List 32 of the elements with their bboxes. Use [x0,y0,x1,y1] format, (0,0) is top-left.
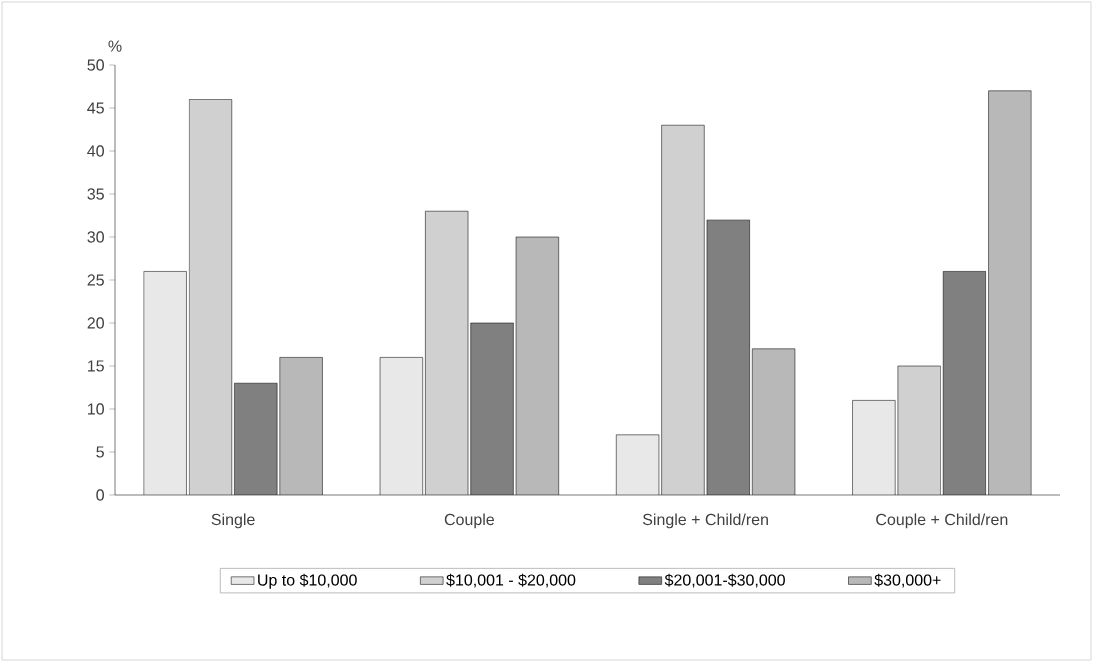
legend-label: $30,000+ [874,573,941,588]
bar [706,219,750,495]
x-tick-label: Couple + Child/ren [876,513,1008,529]
y-tick-label: 0 [96,489,104,501]
bar [852,400,896,495]
bar [616,434,659,495]
legend-label: Up to $10,000 [258,573,357,589]
legend-label: $10,001 - $20,000 [446,573,576,588]
bar [279,357,323,495]
x-tick-label: Single + Child/ren [642,513,768,529]
bar [470,323,514,495]
y-tick-label: 20 [87,317,104,329]
bar [143,271,187,495]
bar [516,237,559,495]
y-tick-label: 10 [88,403,104,415]
x-tick-label: Couple [444,513,494,529]
bar [380,357,423,495]
bar [988,90,1032,495]
legend-label: $20,001-$30,000 [664,573,785,588]
bar [752,348,795,495]
y-tick-label: 30 [87,231,104,243]
y-tick-label: 25 [87,274,104,286]
y-tick-label: 5 [96,446,104,458]
y-axis-title: % [108,40,122,52]
y-tick-label: 15 [88,360,104,372]
y-tick-label: 45 [87,102,104,114]
y-tick-label: 50 [87,59,104,71]
x-tick-label: Single [211,513,255,529]
y-tick-label: 40 [87,145,104,157]
bar [942,271,987,495]
bar [234,383,278,495]
y-tick-label: 35 [87,188,104,200]
